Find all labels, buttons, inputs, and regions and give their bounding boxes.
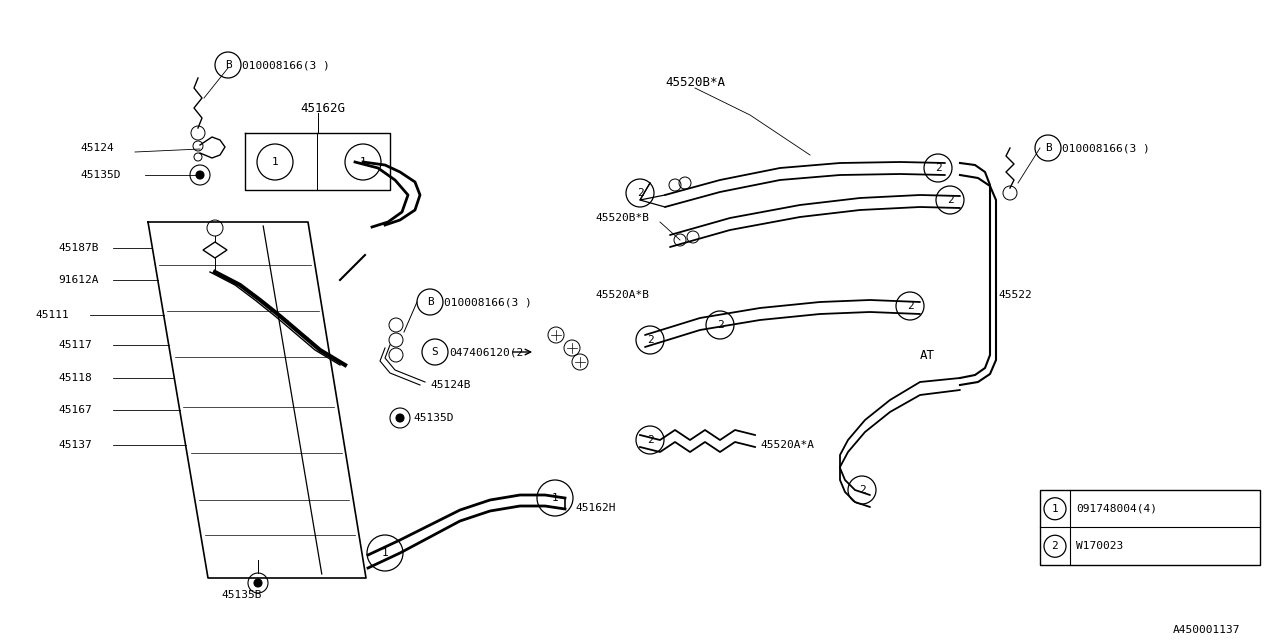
Text: 2: 2 xyxy=(636,188,644,198)
Text: 45520B*B: 45520B*B xyxy=(595,213,649,223)
Text: 45111: 45111 xyxy=(35,310,69,320)
Text: 010008166(3 ): 010008166(3 ) xyxy=(242,60,330,70)
Text: 2: 2 xyxy=(934,163,941,173)
Text: 45187B: 45187B xyxy=(58,243,99,253)
Text: 45162H: 45162H xyxy=(575,503,616,513)
Text: 45124: 45124 xyxy=(79,143,114,153)
Text: 45520B*A: 45520B*A xyxy=(666,76,724,88)
Text: AT: AT xyxy=(920,349,934,362)
Text: 91612A: 91612A xyxy=(58,275,99,285)
Text: B: B xyxy=(426,297,434,307)
Circle shape xyxy=(396,414,404,422)
Text: A450001137: A450001137 xyxy=(1172,625,1240,635)
Text: B: B xyxy=(1044,143,1051,153)
Text: 45124B: 45124B xyxy=(430,380,471,390)
Text: W170023: W170023 xyxy=(1076,541,1124,551)
Text: 45522: 45522 xyxy=(998,290,1032,300)
Text: 45137: 45137 xyxy=(58,440,92,450)
Text: B: B xyxy=(224,60,232,70)
Text: 45135B: 45135B xyxy=(221,590,262,600)
Text: 45162G: 45162G xyxy=(300,102,346,115)
Circle shape xyxy=(253,579,262,587)
Text: 010008166(3 ): 010008166(3 ) xyxy=(444,297,531,307)
Circle shape xyxy=(196,171,204,179)
Bar xyxy=(1039,490,1260,565)
Text: 2: 2 xyxy=(906,301,914,311)
Text: 45520A*A: 45520A*A xyxy=(760,440,814,450)
Text: 1: 1 xyxy=(360,157,366,167)
Text: 1: 1 xyxy=(1052,504,1059,514)
Text: S: S xyxy=(431,347,438,357)
Text: 2: 2 xyxy=(646,335,653,345)
Text: 1: 1 xyxy=(381,548,388,558)
Text: 45135D: 45135D xyxy=(79,170,120,180)
Text: 45135D: 45135D xyxy=(413,413,453,423)
Text: 047406120(2: 047406120(2 xyxy=(449,347,524,357)
Text: 45117: 45117 xyxy=(58,340,92,350)
Text: 010008166(3 ): 010008166(3 ) xyxy=(1062,143,1149,153)
Text: 45118: 45118 xyxy=(58,373,92,383)
Text: 2: 2 xyxy=(859,485,865,495)
Text: 1: 1 xyxy=(552,493,558,503)
Text: 45167: 45167 xyxy=(58,405,92,415)
Text: 2: 2 xyxy=(947,195,954,205)
Text: 1: 1 xyxy=(271,157,278,167)
Text: 2: 2 xyxy=(646,435,653,445)
Text: 2: 2 xyxy=(717,320,723,330)
Text: 45520A*B: 45520A*B xyxy=(595,290,649,300)
Text: 091748004(4): 091748004(4) xyxy=(1076,504,1157,514)
Text: 2: 2 xyxy=(1052,541,1059,551)
